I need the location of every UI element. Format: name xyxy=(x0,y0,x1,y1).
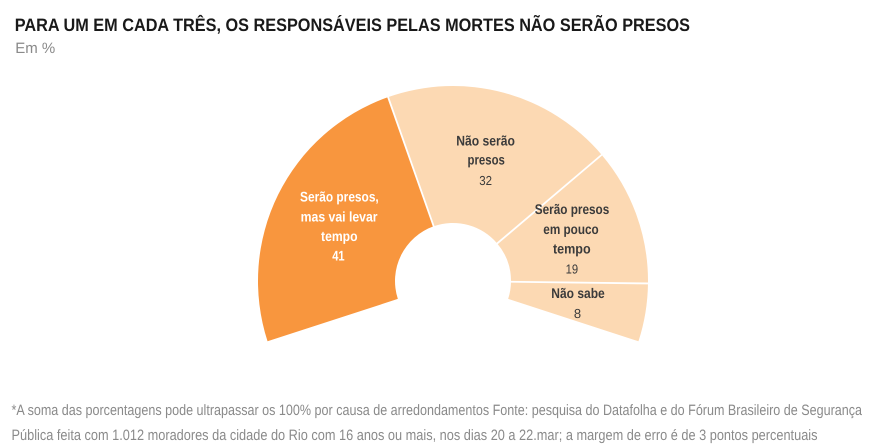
svg-text:em pouco: em pouco xyxy=(543,221,598,237)
svg-text:PARA UM EM CADA TRÊS, OS RESPO: PARA UM EM CADA TRÊS, OS RESPONSÁVEIS PE… xyxy=(15,14,690,35)
svg-text:32: 32 xyxy=(479,173,492,188)
svg-text:Em %: Em % xyxy=(15,40,55,57)
svg-text:41: 41 xyxy=(332,248,345,264)
svg-text:presos: presos xyxy=(468,151,505,167)
svg-text:Serão presos,: Serão presos, xyxy=(300,189,379,205)
svg-text:tempo: tempo xyxy=(321,228,358,244)
svg-text:Não sabe: Não sabe xyxy=(551,285,605,301)
svg-text:Pública feita com 1.012 morado: Pública feita com 1.012 moradores da cid… xyxy=(12,427,818,444)
svg-text:*A soma das porcentagens pode: *A soma das porcentagens pode ultrapassa… xyxy=(12,402,863,419)
svg-text:Serão presos: Serão presos xyxy=(535,201,610,217)
svg-text:Não serão: Não serão xyxy=(456,132,515,148)
svg-text:tempo: tempo xyxy=(553,240,591,256)
svg-text:19: 19 xyxy=(566,262,579,277)
svg-text:mas vai levar: mas vai levar xyxy=(301,208,378,224)
svg-text:8: 8 xyxy=(574,306,581,321)
